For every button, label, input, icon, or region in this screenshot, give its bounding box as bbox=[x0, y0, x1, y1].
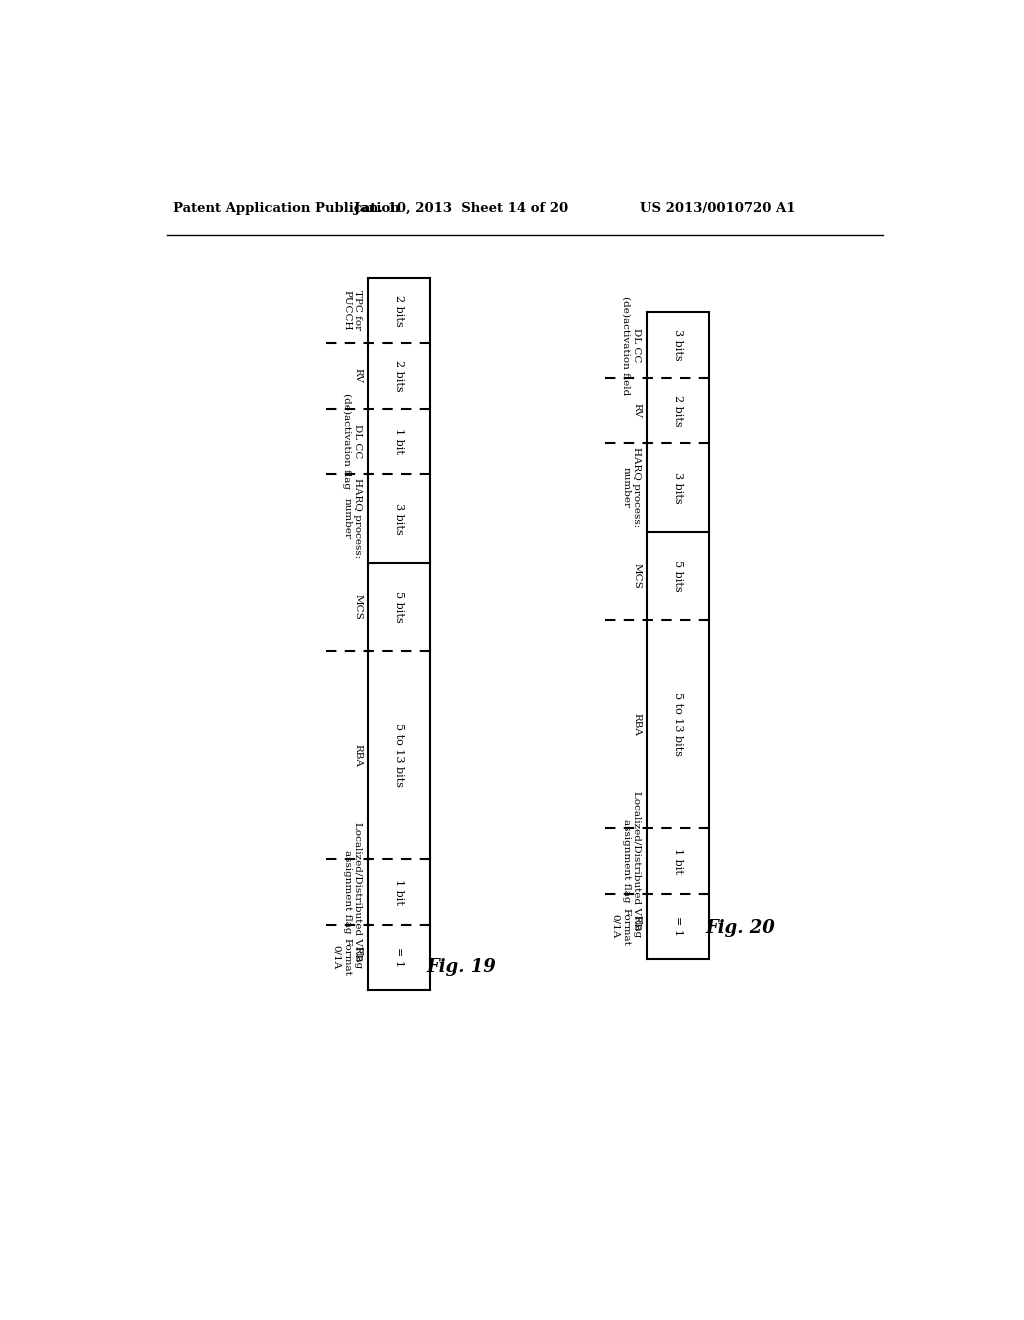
Text: TPC for
PUCCH: TPC for PUCCH bbox=[343, 290, 362, 331]
Text: DL CC
(de)activation flag: DL CC (de)activation flag bbox=[342, 393, 362, 490]
Text: HARQ process:
number: HARQ process: number bbox=[622, 447, 641, 528]
Text: 3 bits: 3 bits bbox=[673, 471, 683, 503]
Text: US 2013/0010720 A1: US 2013/0010720 A1 bbox=[640, 202, 795, 215]
Text: 5 bits: 5 bits bbox=[394, 591, 404, 623]
Text: Jan. 10, 2013  Sheet 14 of 20: Jan. 10, 2013 Sheet 14 of 20 bbox=[354, 202, 568, 215]
Text: = 1: = 1 bbox=[394, 948, 404, 968]
Text: RBA: RBA bbox=[632, 713, 641, 735]
Text: RBA: RBA bbox=[353, 743, 362, 767]
Text: Fig. 19: Fig. 19 bbox=[426, 958, 496, 975]
Text: 3 bits: 3 bits bbox=[394, 503, 404, 535]
Text: MCS: MCS bbox=[632, 564, 641, 589]
Text: 3 bits: 3 bits bbox=[673, 329, 683, 360]
Text: 1 bit: 1 bit bbox=[394, 429, 404, 454]
Text: 5 to 13 bits: 5 to 13 bits bbox=[394, 723, 404, 787]
Text: HARQ process:
number: HARQ process: number bbox=[343, 478, 362, 558]
Text: DL CC
(de)activation field: DL CC (de)activation field bbox=[622, 296, 641, 395]
Text: RV: RV bbox=[632, 403, 641, 418]
Text: 5 bits: 5 bits bbox=[673, 560, 683, 591]
Text: = 1: = 1 bbox=[673, 916, 683, 936]
Text: 1 bit: 1 bit bbox=[673, 847, 683, 874]
Text: Localized/Distributed VRB
assignment flag: Localized/Distributed VRB assignment fla… bbox=[622, 792, 641, 931]
Text: 2 bits: 2 bits bbox=[673, 395, 683, 426]
Text: Localized/Distributed VRB
assignment flag: Localized/Distributed VRB assignment fla… bbox=[343, 822, 362, 961]
Text: MCS: MCS bbox=[353, 594, 362, 620]
Text: 1 bit: 1 bit bbox=[394, 879, 404, 904]
Text: RV: RV bbox=[353, 368, 362, 383]
Text: Flag
Format
0/1A: Flag Format 0/1A bbox=[332, 939, 362, 977]
Text: Patent Application Publication: Patent Application Publication bbox=[173, 202, 399, 215]
Text: Flag
Format
0/1A: Flag Format 0/1A bbox=[611, 908, 641, 945]
Text: 2 bits: 2 bits bbox=[394, 294, 404, 326]
Text: 2 bits: 2 bits bbox=[394, 360, 404, 392]
Text: Fig. 20: Fig. 20 bbox=[706, 920, 775, 937]
Text: 5 to 13 bits: 5 to 13 bits bbox=[673, 693, 683, 756]
